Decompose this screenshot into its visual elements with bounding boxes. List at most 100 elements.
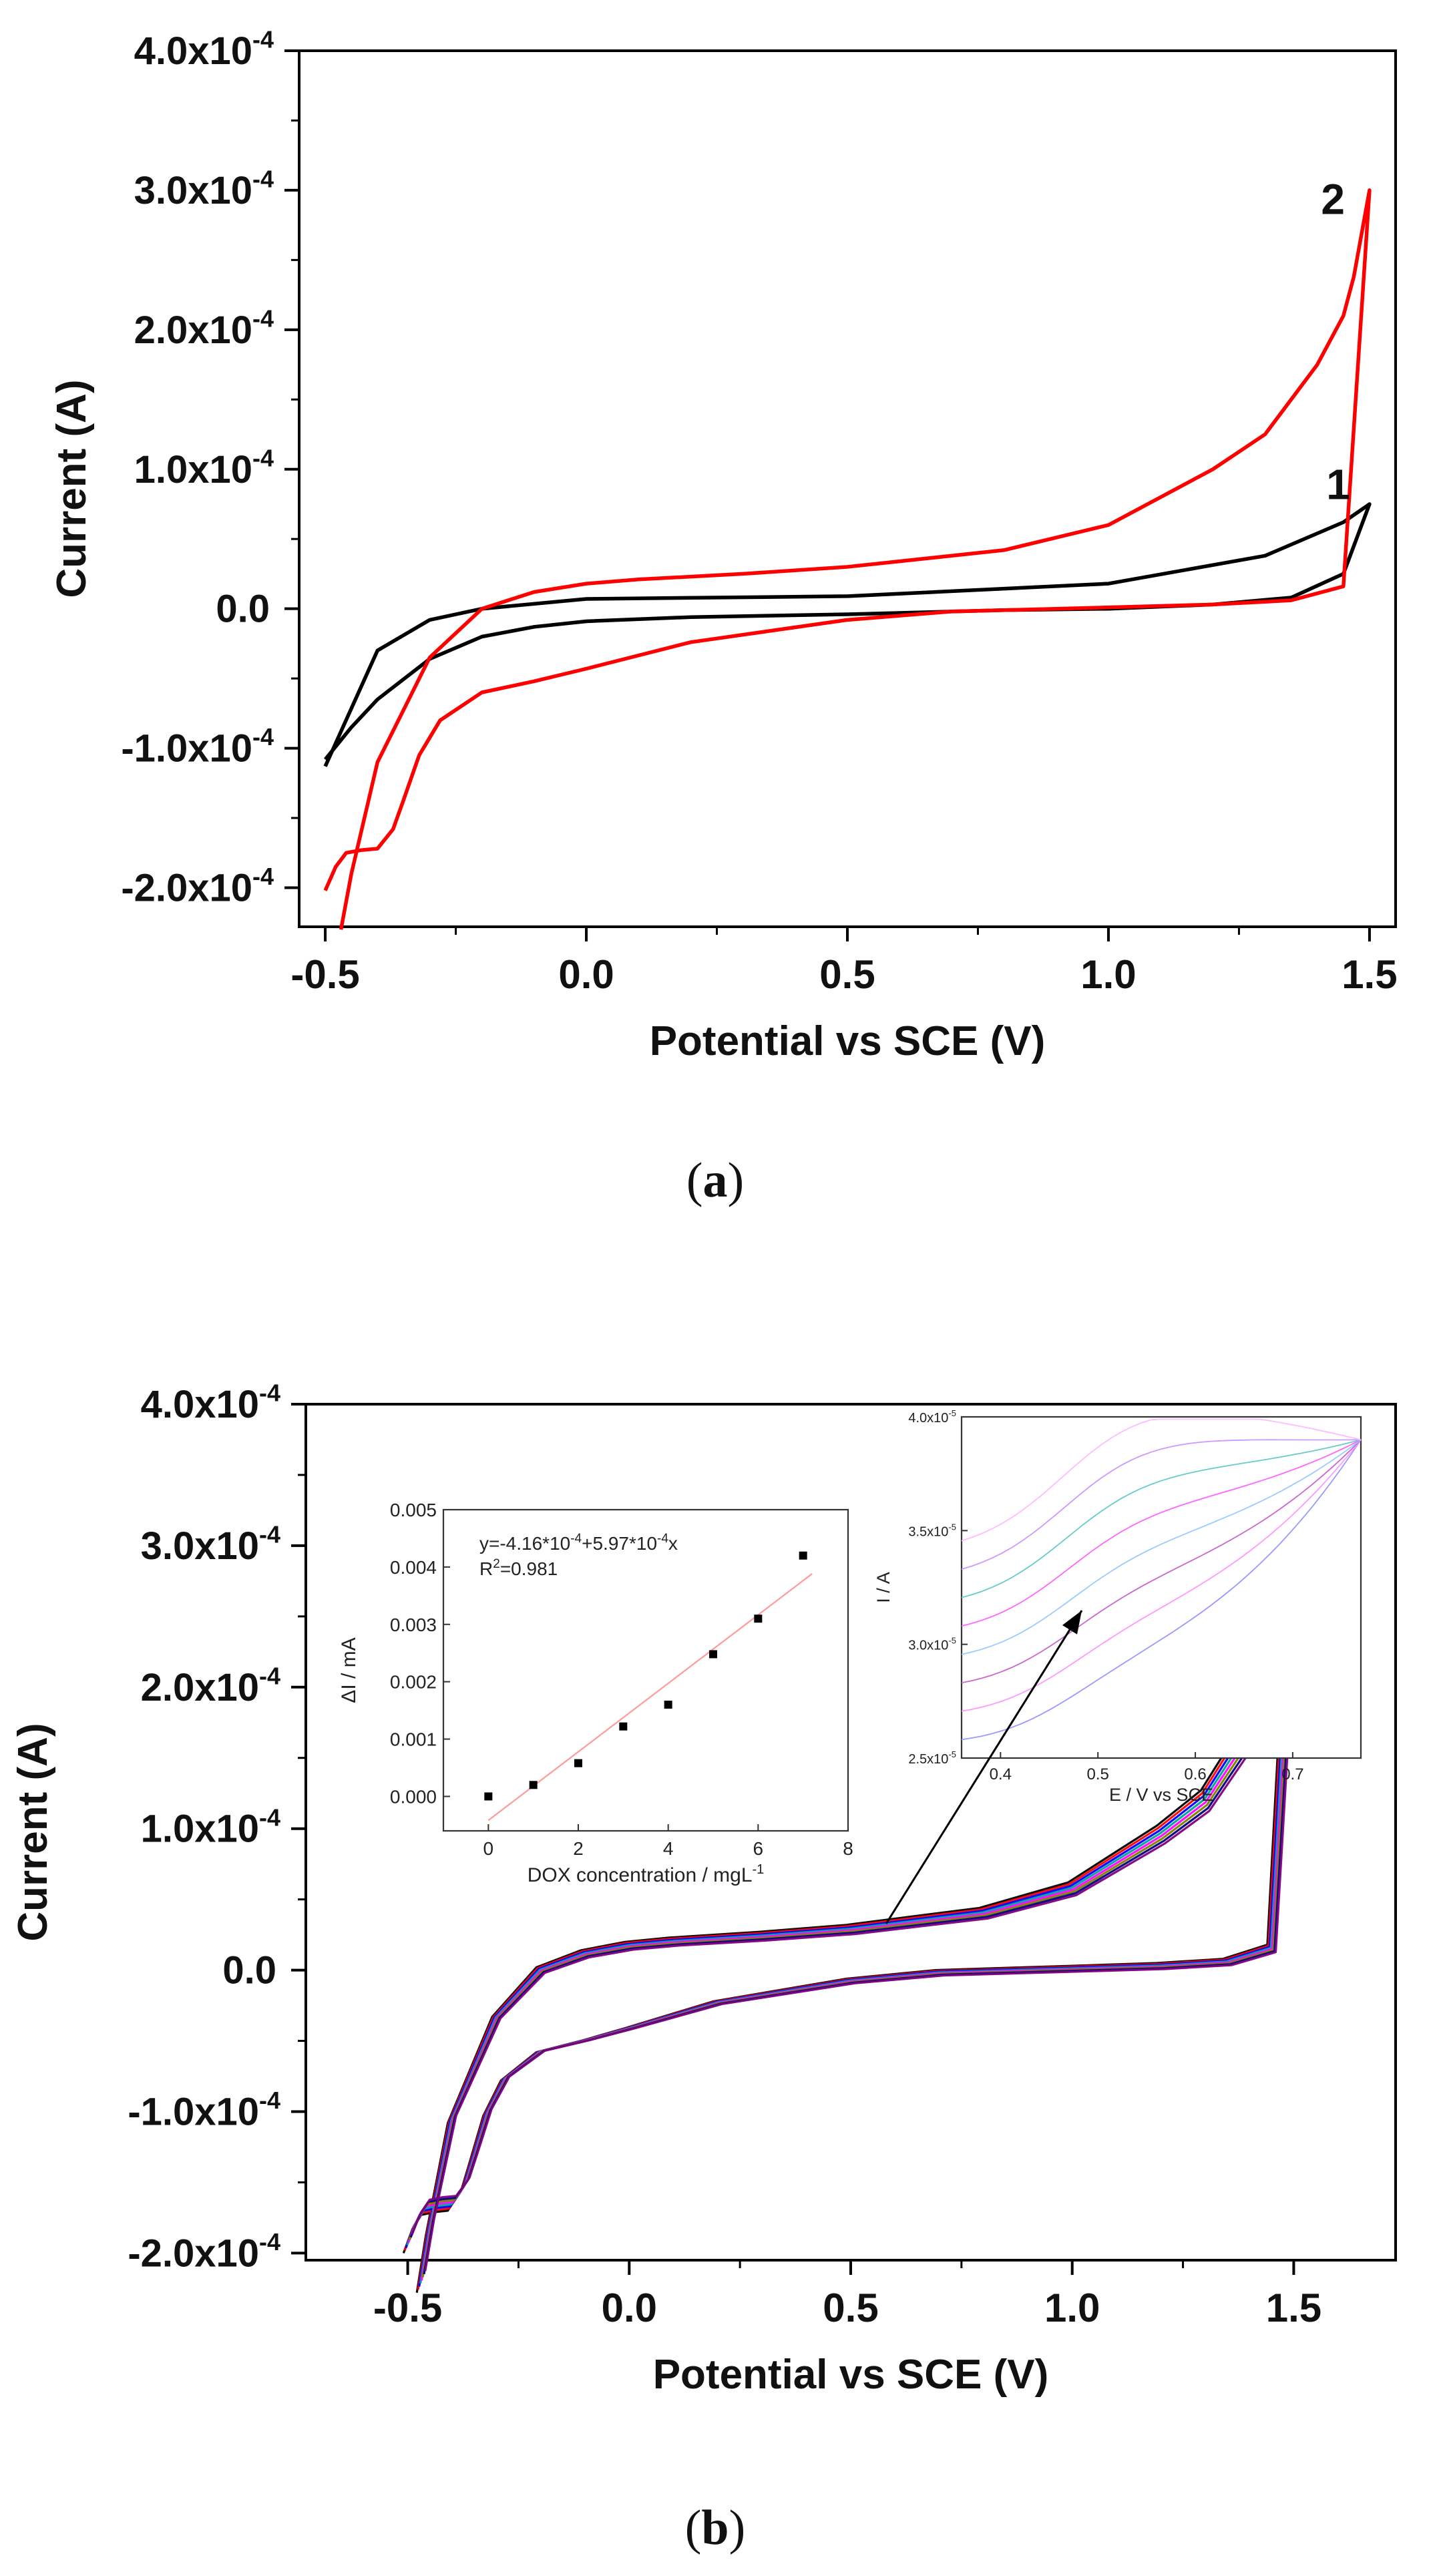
panel-b-y-axis-title: Current (A) [10, 1723, 56, 1941]
panel-a-y-axis-title: Current (A) [49, 379, 95, 598]
calibration-equation-part: x [668, 1533, 678, 1554]
panel-b-y-tick-label-mantissa: -2.0x10 [128, 2231, 259, 2275]
panel-b-y-tick-label-exp: -4 [259, 1521, 280, 1548]
panel-a-y-tick-label: 3.0x10-4 [134, 166, 274, 212]
calibration-inset-frame [442, 1508, 849, 1832]
calibration-equation: y=-4.16*10-4+5.97*10-4x [479, 1532, 678, 1554]
calibration-point [799, 1551, 807, 1560]
calibration-x-tick-label: 0 [483, 1838, 494, 1859]
curves-y-tick-mantissa: 4.0x10 [908, 1411, 948, 1426]
calibration-y-axis-title: ΔI / mA [338, 1637, 360, 1703]
calibration-equation-part: -4 [657, 1532, 668, 1546]
panel-a-y-tick-label-mantissa: -2.0x10 [121, 867, 252, 910]
panel-a-y-tick-label: 4.0x10-4 [134, 26, 274, 73]
curves-inset-line-5 [961, 1439, 1362, 1627]
panel-b-y-tick-label-exp: -4 [259, 2228, 280, 2256]
panel-b-y-tick-label-exp: -4 [259, 2087, 280, 2114]
panel-a-x-tick-label: 0.0 [558, 952, 614, 997]
panel-b-x-tick-label: -0.5 [373, 2286, 442, 2330]
panel-b-y-tick-label: 1.0x10-4 [141, 1803, 280, 1850]
curves-y-tick-exp: -5 [948, 1749, 956, 1759]
curves-inset-line-4 [961, 1439, 1362, 1655]
panel-a-series-2-curve [323, 188, 1372, 930]
panel-a-y-tick-label: -1.0x10-4 [121, 723, 274, 770]
panel-b-curve-8 [411, 1576, 1299, 2272]
panel-b-y-tick-label-mantissa: 4.0x10 [141, 1383, 259, 1426]
calibration-x-tick-label: 8 [843, 1838, 853, 1859]
curves-y-tick-exp: -5 [948, 1636, 956, 1646]
calibration-r-squared-value: =0.981 [500, 1558, 558, 1579]
curves-y-tick-label: 3.5x10-5 [908, 1522, 956, 1539]
curves-y-tick-label: 4.0x10-5 [908, 1408, 956, 1426]
panel-a-curve-label-2: 2 [1321, 175, 1345, 223]
curves-inset-line-2 [961, 1439, 1362, 1712]
calibration-y-tick-label: 0.003 [390, 1615, 437, 1635]
calibration-x-axis-title-text: DOX concentration / mgL [528, 1864, 753, 1886]
panel-b-y-tick-label-mantissa: 2.0x10 [141, 1666, 259, 1709]
curves-y-tick-mantissa: 3.5x10 [908, 1524, 948, 1539]
panel-b-y-tick-label-exp: -4 [259, 1662, 280, 1689]
curves-y-axis-title: I / A [873, 1572, 893, 1603]
calibration-x-tick-label: 6 [753, 1838, 764, 1859]
panel-a-x-tick-label: -0.5 [290, 952, 359, 997]
curves-inset-frame [960, 1416, 1362, 1759]
panel-a-plot-frame [298, 49, 1397, 928]
panel-b-x-tick-label: 0.5 [823, 2286, 878, 2330]
panel-b-y-tick-label: 0.0 [222, 1949, 276, 1992]
curves-inset: 0.4 0.5 0.6 0.72.5x10-53.0x10-53.5x10-54.0x… [873, 1408, 1362, 1805]
curves-x-tick-label: 0.4 [990, 1765, 1012, 1783]
calibration-y-tick-label: 0.001 [390, 1729, 437, 1750]
curves-y-tick-exp: -5 [948, 1408, 956, 1418]
panel-b-y-tick-label: 2.0x10-4 [141, 1662, 280, 1709]
curves-x-tick-label: 0.7 [1281, 1765, 1303, 1783]
panel-a-chart: -0.5 0.0 0.5 1.0 1.5-2.0x10-4-1.0x10-40.01.0… [49, 26, 1398, 1064]
calibration-x-axis-title: DOX concentration / mgL-1 [528, 1862, 765, 1886]
calibration-equation-part: +5.97*10 [582, 1533, 657, 1554]
panel-a-y-tick-label-exp: -4 [252, 863, 274, 890]
panel-b-chart: -0.5 0.0 0.5 1.0 1.5-2.0x10-4-1.0x10-40.01.0… [10, 1379, 1397, 2398]
calibration-r-squared-sup: 2 [493, 1557, 500, 1571]
panel-a-y-tick-label-mantissa: 3.0x10 [134, 169, 252, 212]
curves-y-tick-label: 2.5x10-5 [908, 1749, 956, 1767]
calibration-point [664, 1701, 672, 1709]
panel-a-y-tick-label-exp: -4 [252, 26, 274, 53]
panel-b-x-tick-label: 1.5 [1266, 2286, 1321, 2330]
curves-inset-line-7 [961, 1439, 1362, 1570]
curves-y-tick-label: 3.0x10-5 [908, 1636, 956, 1653]
panel-a-series-1-curve [323, 502, 1372, 767]
calibration-point [619, 1722, 628, 1731]
curves-x-tick-label: 0.5 [1087, 1765, 1109, 1783]
calibration-x-axis-title-sup: -1 [753, 1862, 765, 1877]
panel-b-x-axis-title: Potential vs SCE (V) [653, 2352, 1049, 2398]
panel-a-y-tick-label: 1.0x10-4 [134, 444, 274, 491]
panel-a-y-tick-label-mantissa: 4.0x10 [134, 29, 252, 73]
inset-pointer-arrow [885, 1610, 1083, 1924]
panel-a-x-tick-label: 1.5 [1342, 952, 1397, 997]
panel-b-y-tick-label-mantissa: 3.0x10 [141, 1524, 259, 1568]
curves-inset-line-8 [961, 1418, 1362, 1542]
curves-x-tick-label: 0.6 [1184, 1765, 1206, 1783]
curves-x-axis-title: E / V vs SCE [1109, 1785, 1213, 1805]
calibration-r-squared: R2=0.981 [479, 1557, 558, 1579]
calibration-x-tick-label: 4 [663, 1838, 674, 1859]
panel-a-curve-label-1: 1 [1326, 461, 1350, 509]
panel-a-y-tick-label-exp: -4 [252, 723, 274, 750]
calibration-y-tick-label: 0.002 [390, 1672, 437, 1693]
panel-b-x-tick-label: 0.0 [602, 2286, 657, 2330]
calibration-point [529, 1781, 538, 1789]
panel-a-caption: (a) [686, 1153, 744, 1208]
panel-b-y-tick-label-mantissa: -1.0x10 [128, 2091, 259, 2134]
calibration-point [484, 1792, 493, 1801]
panel-b-y-tick-label: -2.0x10-4 [128, 2228, 280, 2275]
calibration-point [709, 1650, 717, 1659]
calibration-point [754, 1615, 763, 1623]
curves-inset-line-6 [961, 1439, 1362, 1598]
panel-a-y-tick-label-exp: -4 [252, 166, 274, 193]
curves-y-tick-mantissa: 3.0x10 [908, 1639, 948, 1653]
calibration-x-tick-label: 2 [573, 1838, 584, 1859]
panel-b-caption: (b) [685, 2501, 745, 2555]
curves-y-tick-exp: -5 [948, 1522, 956, 1532]
panel-b-y-tick-label: -1.0x10-4 [128, 2087, 280, 2133]
panel-b-y-tick-label-exp: -4 [259, 1803, 280, 1831]
